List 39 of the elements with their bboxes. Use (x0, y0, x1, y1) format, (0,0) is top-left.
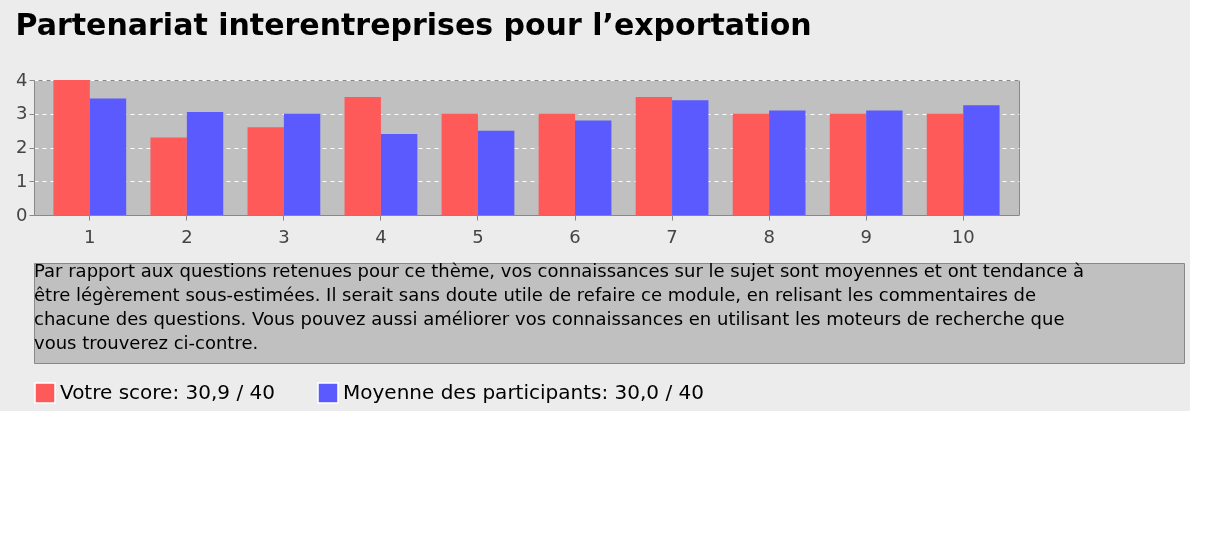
bar (380, 134, 418, 215)
chart-title: Partenariat interentreprises pour l’exportation (15, 7, 812, 42)
bar (732, 113, 770, 215)
bar (247, 127, 284, 215)
x-tick-label: 7 (666, 225, 678, 247)
x-tick-label: 6 (569, 225, 581, 247)
legend-label: Moyenne des participants: 30,0 / 40 (343, 380, 704, 404)
bar (53, 80, 90, 215)
y-tick-label: 2 (16, 136, 28, 157)
bar (575, 120, 612, 215)
bar (150, 137, 187, 215)
bar (926, 113, 964, 215)
bar (635, 96, 673, 215)
bar (829, 113, 867, 215)
bar (866, 110, 903, 215)
y-tick-label: 0 (16, 203, 28, 225)
bar (89, 98, 127, 215)
bar (441, 113, 478, 215)
x-tick-label: 1 (84, 225, 96, 247)
text: Par rapport aux questions retenues pour ce thème, vos connaissances sur le sujet sont moyennes et ont tendance à être légèrement sous-estimées. Il serait sans doute utile de refaire ce module, en relisant les commentaires de chacune des questions. Vous pouvez aussi améliorer vos connaissances en utilisant les moteurs de recherche que vous trouverez ci-contre. (34, 260, 1084, 353)
y-tick-label: 4 (16, 68, 28, 90)
bar (672, 100, 709, 215)
x-tick-label: 10 (951, 225, 975, 247)
y-tick-label: 3 (16, 102, 28, 124)
bar (477, 130, 515, 215)
legend-label: Votre score: 30,9 / 40 (60, 380, 275, 404)
x-tick-label: 2 (181, 225, 193, 247)
x-tick-label: 8 (763, 225, 775, 247)
bar (769, 110, 806, 215)
x-tick-label: 4 (375, 225, 387, 247)
y-tick-label: 1 (16, 169, 28, 191)
x-tick-label: 3 (278, 225, 290, 247)
bar (538, 113, 576, 215)
x-tick-label: 5 (472, 225, 484, 247)
bar (283, 113, 321, 215)
x-tick-label: 9 (860, 225, 872, 247)
bar (344, 96, 381, 215)
bar (963, 105, 1000, 215)
bar (186, 112, 224, 215)
